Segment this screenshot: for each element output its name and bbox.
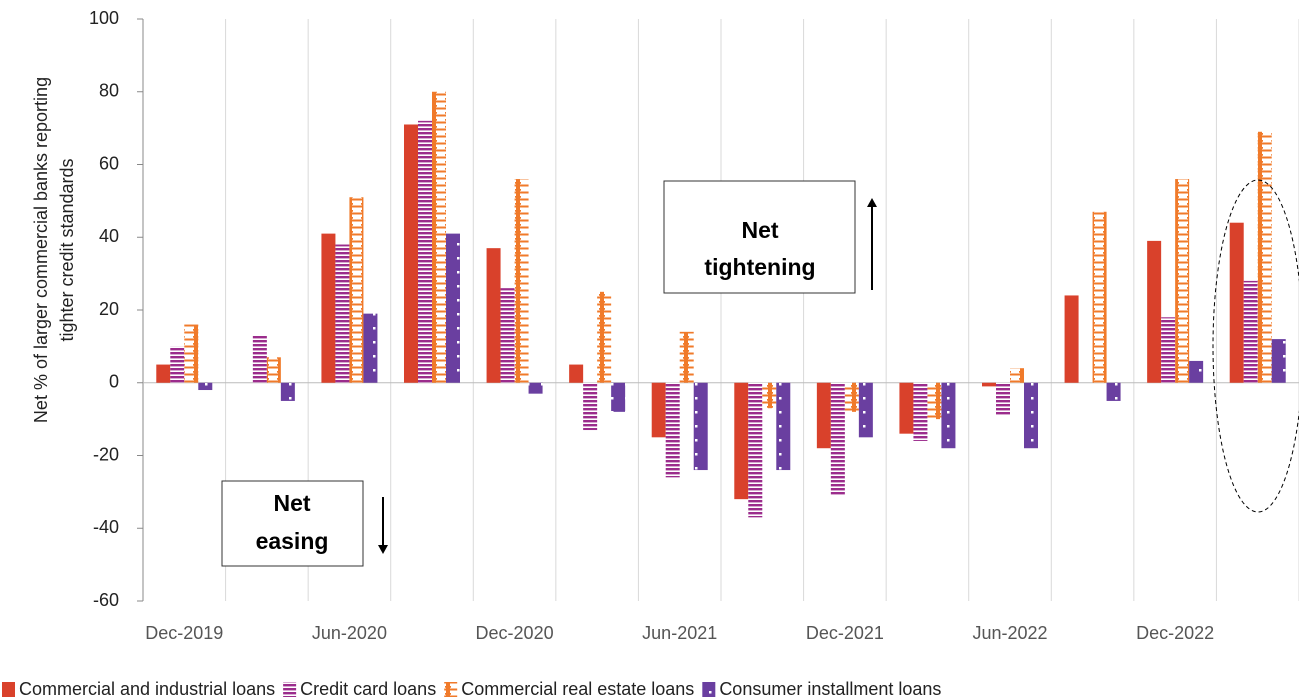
annotation-box bbox=[221, 480, 364, 567]
annotation-box bbox=[663, 180, 856, 294]
bar bbox=[418, 120, 432, 383]
bar bbox=[569, 364, 584, 383]
legend-label: Commercial and industrial loans bbox=[19, 679, 275, 699]
bar bbox=[1271, 339, 1286, 383]
y-tick-label: 80 bbox=[99, 81, 119, 101]
bar bbox=[156, 364, 171, 383]
bar bbox=[611, 382, 626, 412]
bar bbox=[432, 91, 446, 383]
bar bbox=[1147, 240, 1162, 383]
bar bbox=[514, 179, 529, 383]
y-tick-label: -60 bbox=[93, 590, 119, 610]
bar bbox=[913, 382, 928, 441]
bar bbox=[651, 382, 666, 438]
bar bbox=[170, 346, 185, 383]
bar bbox=[500, 288, 515, 383]
bar bbox=[844, 382, 859, 412]
legend-swatch bbox=[283, 682, 297, 697]
highlight-ellipse bbox=[1212, 179, 1299, 513]
y-tick-label: 20 bbox=[99, 299, 119, 319]
bar bbox=[899, 382, 914, 434]
x-tick-label: Jun-2022 bbox=[972, 623, 1047, 643]
bar bbox=[858, 382, 873, 438]
bar bbox=[679, 331, 694, 383]
y-tick-label: -40 bbox=[93, 517, 119, 537]
x-tick-label: Dec-2021 bbox=[806, 623, 884, 643]
legend-swatch bbox=[2, 682, 15, 697]
y-tick-label: -20 bbox=[93, 444, 119, 464]
y-tick-label: 100 bbox=[89, 8, 119, 28]
annotation: tightening bbox=[704, 254, 815, 280]
bar bbox=[1243, 280, 1258, 383]
bar bbox=[349, 197, 364, 383]
bar bbox=[1010, 368, 1024, 383]
bar bbox=[321, 233, 336, 383]
y-tick-label: 0 bbox=[109, 372, 119, 392]
bar bbox=[528, 382, 543, 394]
bar bbox=[252, 335, 267, 383]
bar bbox=[996, 382, 1010, 416]
annotation: Net bbox=[741, 217, 778, 243]
bar bbox=[941, 382, 956, 449]
bar bbox=[734, 382, 749, 500]
bar bbox=[762, 382, 777, 409]
x-tick-label: Dec-2020 bbox=[476, 623, 554, 643]
bar bbox=[1092, 211, 1107, 383]
bar bbox=[597, 291, 612, 383]
bar bbox=[1064, 295, 1079, 383]
bar bbox=[280, 382, 295, 401]
legend-swatch bbox=[444, 682, 458, 697]
y-axis-label: tighter credit standards bbox=[57, 158, 77, 341]
bar bbox=[335, 244, 350, 383]
bar bbox=[1175, 179, 1190, 383]
x-tick-label: Dec-2019 bbox=[145, 623, 223, 643]
x-tick-label: Dec-2022 bbox=[1136, 623, 1214, 643]
bar bbox=[1257, 131, 1272, 383]
legend-label: Credit card loans bbox=[300, 679, 436, 699]
arrow-head bbox=[867, 198, 877, 207]
bar bbox=[583, 382, 598, 431]
bar bbox=[816, 382, 831, 449]
bar bbox=[693, 382, 708, 471]
y-axis-label: Net % of larger commercial banks reporti… bbox=[31, 77, 51, 423]
annotation: easing bbox=[256, 528, 329, 554]
bar bbox=[266, 357, 281, 383]
bar bbox=[363, 313, 378, 383]
bar bbox=[927, 382, 942, 420]
annotation: Net bbox=[273, 490, 310, 516]
x-tick-label: Jun-2021 bbox=[642, 623, 717, 643]
bar bbox=[830, 382, 845, 496]
y-tick-label: 60 bbox=[99, 153, 119, 173]
y-tick-label: 40 bbox=[99, 226, 119, 246]
legend-label: Commercial real estate loans bbox=[461, 679, 694, 699]
legend-swatch bbox=[702, 682, 716, 697]
bar bbox=[198, 382, 213, 391]
bar bbox=[776, 382, 791, 471]
bar bbox=[1229, 222, 1244, 383]
bar bbox=[486, 248, 501, 383]
legend-label: Consumer installment loans bbox=[719, 679, 941, 699]
arrow-head bbox=[378, 545, 388, 554]
bar bbox=[1161, 317, 1176, 383]
bar bbox=[1024, 382, 1038, 449]
x-tick-label: Jun-2020 bbox=[312, 623, 387, 643]
bar bbox=[1106, 382, 1121, 401]
bar bbox=[446, 233, 460, 383]
bar bbox=[1189, 360, 1204, 383]
annotations: Net tightening Net easing bbox=[221, 179, 1299, 567]
bar bbox=[404, 124, 418, 383]
bar bbox=[748, 382, 763, 518]
bar bbox=[982, 382, 996, 387]
bar bbox=[184, 324, 199, 383]
bar bbox=[665, 382, 680, 478]
